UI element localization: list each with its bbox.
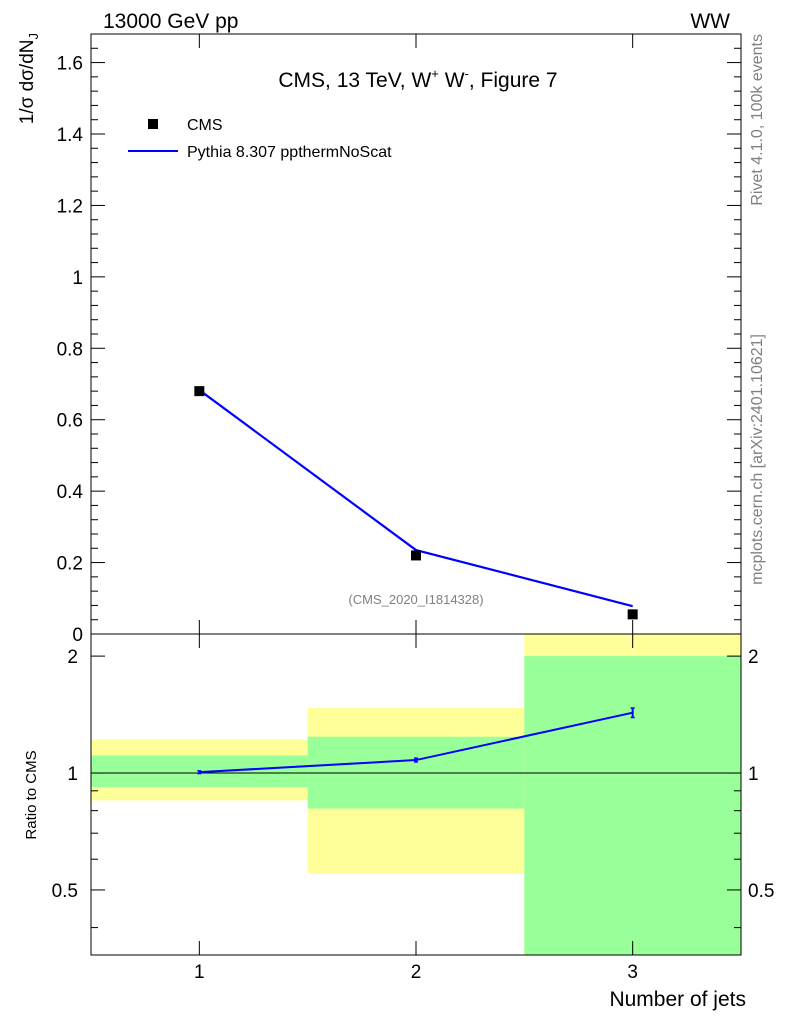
ratio-y-tick-label-left: 1 <box>67 764 78 785</box>
y-tick-label: 0.8 <box>57 339 83 360</box>
y-tick-label: 0.2 <box>57 554 83 575</box>
chart-title: CMS, 13 TeV, W+ W-, Figure 7 <box>278 66 557 92</box>
y-tick-label: 1.2 <box>57 196 83 217</box>
ratio-y-tick-label-right: 2 <box>748 647 759 668</box>
header-right: WW <box>690 10 730 33</box>
mcplots-label: mcplots.cern.ch [arXiv:2401.10621] <box>749 334 766 585</box>
y-axis-label: 1/σ dσ/dNJ <box>17 33 41 124</box>
ratio-plot-area <box>91 634 741 955</box>
ratio-y-tick-label-right: 1 <box>748 764 759 785</box>
x-tick-label: 2 <box>411 962 422 983</box>
data-point-2 <box>627 609 638 620</box>
data-point-1 <box>411 550 421 561</box>
y-tick-label: 0.4 <box>57 482 84 503</box>
ratio-band-inner-2 <box>524 656 741 955</box>
y-tick-label: 1 <box>72 268 83 289</box>
y-tick-label: 0.6 <box>57 411 83 432</box>
legend-label-cms: CMS <box>187 117 223 134</box>
mc-series-line <box>198 389 633 608</box>
data-point-0 <box>194 386 205 397</box>
main-plot-area <box>194 386 638 620</box>
x-tick-label: 3 <box>627 962 638 983</box>
header-left: 13000 GeV pp <box>103 10 238 33</box>
ratio-y-tick-label-left: 2 <box>67 647 78 668</box>
x-axis-label: Number of jets <box>609 988 746 1011</box>
legend: CMS Pythia 8.307 ppthermNoScat <box>128 117 392 161</box>
ratio-y-tick-label-right: 0.5 <box>748 881 774 902</box>
analysis-id: (CMS_2020_I1814328) <box>348 592 483 607</box>
ratio-y-axis-label: Ratio to CMS <box>23 750 40 839</box>
ratio-y-tick-label-left: 0.5 <box>52 881 78 902</box>
y-tick-label-zero: 0 <box>72 625 83 646</box>
y-tick-label: 1.6 <box>57 54 83 75</box>
y-tick-label: 1.4 <box>57 125 84 146</box>
x-tick-label: 1 <box>194 962 205 983</box>
rivet-label: Rivet 4.1.0, 100k events <box>749 34 766 206</box>
legend-label-mc: Pythia 8.307 ppthermNoScat <box>187 144 392 161</box>
legend-marker-cms <box>148 119 158 129</box>
axes: 0.2 0.4 0.6 0.8 1 1.2 1.4 1.6 0 1 2 3 0.5 0.5 1 1 2 2 <box>52 33 774 983</box>
